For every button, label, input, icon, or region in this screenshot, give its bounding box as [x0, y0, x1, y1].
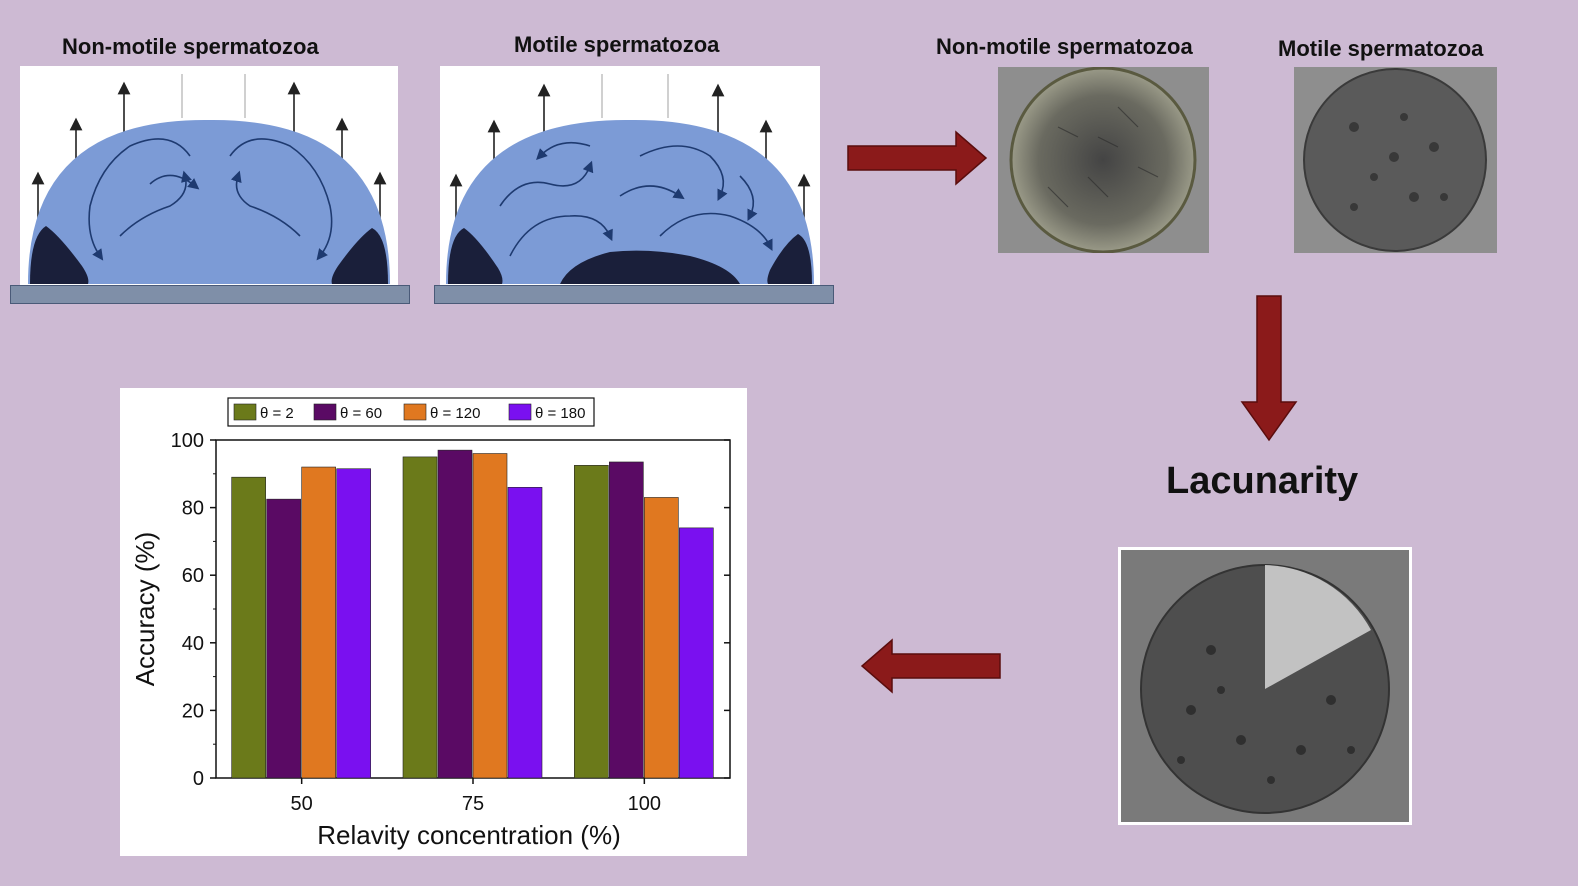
x-axis-label: Relavity concentration (%): [317, 820, 620, 850]
legend-swatch: [508, 403, 532, 421]
x-tick-label: 100: [628, 793, 661, 815]
bar: [472, 453, 508, 779]
bar: [266, 498, 301, 779]
schematic-right-title: Motile spermatozoa: [514, 32, 720, 57]
lacunarity-label: Lacunarity: [1166, 460, 1359, 502]
legend-swatch: [233, 403, 257, 421]
arrow-right-icon: [847, 130, 988, 186]
legend-label: θ = 60: [340, 405, 382, 422]
arrow-left-icon: [860, 638, 1001, 694]
y-tick-label: 40: [182, 633, 204, 655]
y-tick-label: 100: [171, 430, 204, 452]
bar: [336, 468, 371, 779]
micrograph-right-title: Motile spermatozoa: [1278, 36, 1484, 61]
substrate-left: [10, 285, 410, 304]
bar: [402, 456, 438, 779]
y-tick-label: 80: [182, 498, 204, 520]
micrograph-motile: [1294, 67, 1497, 253]
bar: [437, 449, 473, 779]
bar: [507, 487, 543, 779]
bar: [644, 497, 679, 779]
legend-label: θ = 2: [260, 405, 294, 422]
y-tick-label: 20: [182, 700, 204, 722]
x-tick-label: 75: [462, 793, 484, 815]
y-tick-label: 0: [193, 768, 204, 790]
legend-swatch: [403, 403, 427, 421]
substrate-right: [434, 285, 834, 304]
legend-label: θ = 120: [430, 405, 480, 422]
bar: [301, 466, 336, 779]
x-tick-label: 50: [291, 793, 313, 815]
accuracy-bar-chart: 0 20 40 60 80 100 50 75 100 Relavity concentratio…: [130, 397, 731, 850]
bar: [609, 461, 644, 779]
droplet-schematic-nonmotile: [20, 66, 398, 288]
legend-label: θ = 180: [535, 405, 585, 422]
droplet-schematic-motile: [440, 66, 820, 288]
lacunarity-micrograph: [1118, 547, 1412, 825]
y-tick-label: 60: [182, 565, 204, 587]
schematic-left-title: Non-motile spermatozoa: [62, 34, 319, 59]
y-axis-label: Accuracy (%): [130, 532, 160, 687]
bar: [231, 476, 266, 779]
legend-swatch: [313, 403, 337, 421]
accuracy-chart-panel: 0 20 40 60 80 100 50 75 100 Relavity concentratio…: [120, 388, 747, 856]
arrow-down-icon: [1240, 295, 1298, 442]
bar: [679, 527, 714, 779]
micrograph-nonmotile: [998, 66, 1209, 254]
bar: [574, 465, 609, 779]
micrograph-left-title: Non-motile spermatozoa: [936, 34, 1193, 59]
